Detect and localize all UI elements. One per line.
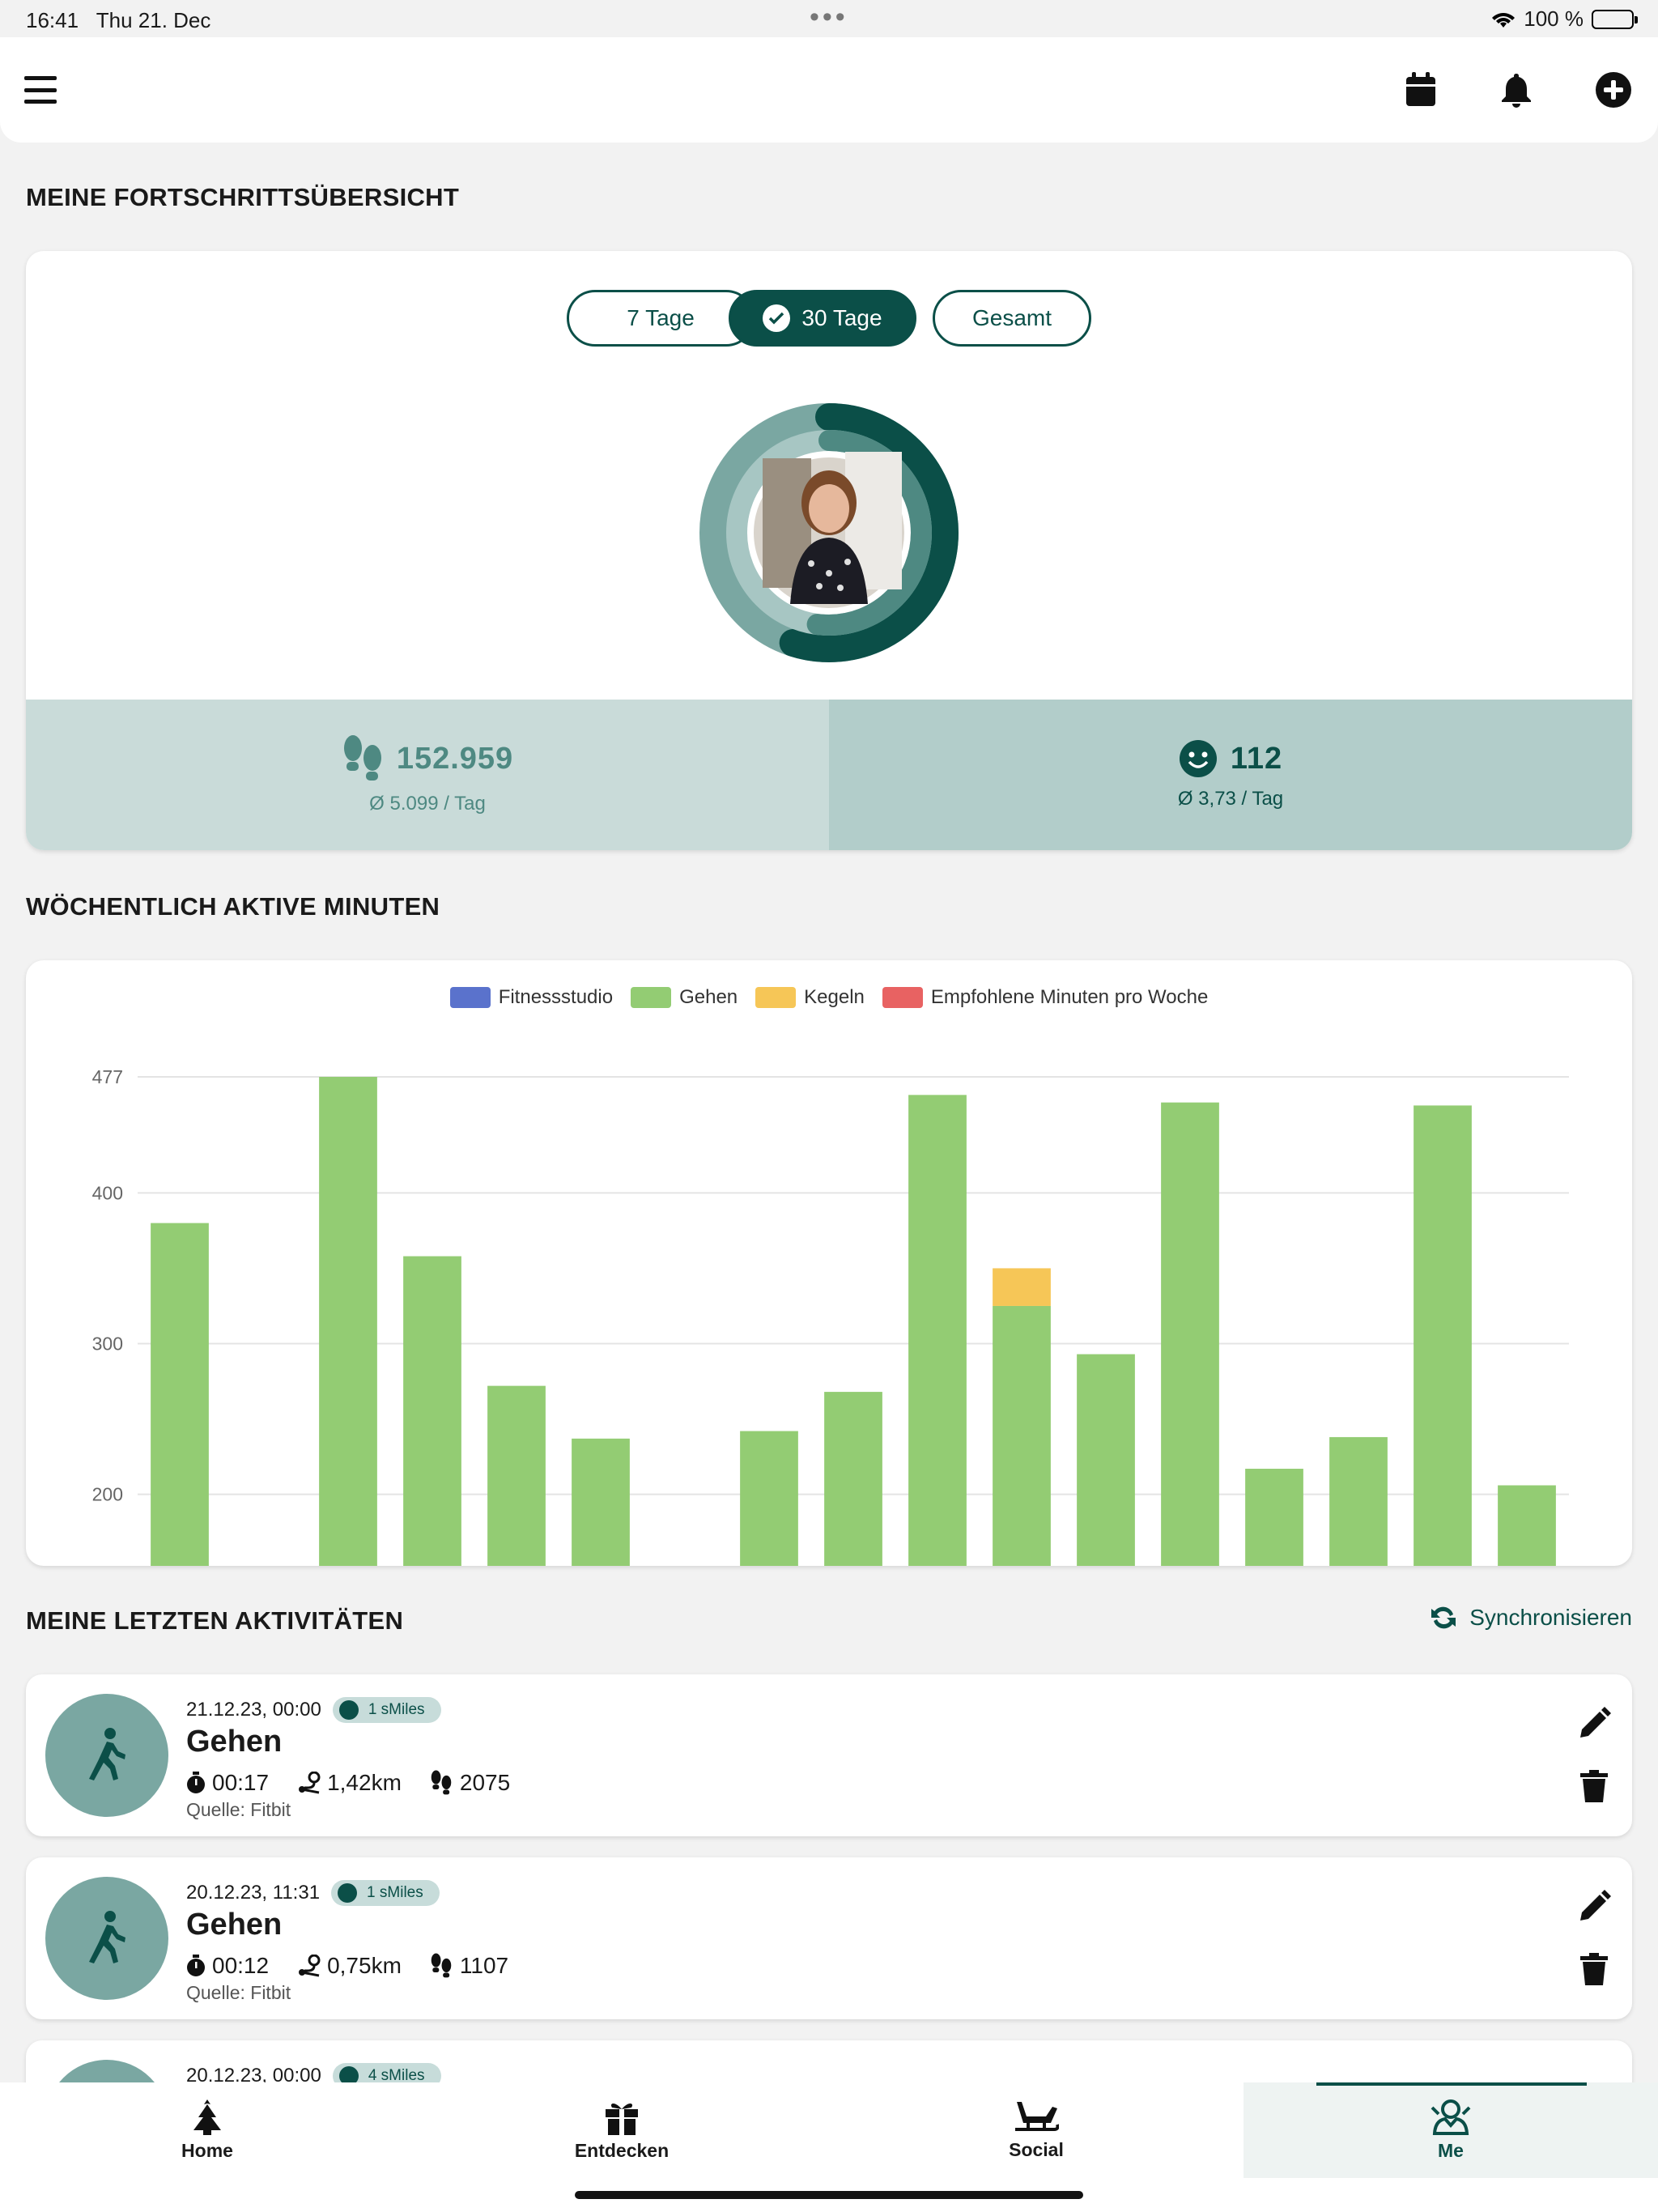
check-icon bbox=[763, 304, 791, 332]
multitask-dots-icon[interactable]: ••• bbox=[810, 2, 848, 32]
activity-duration: 00:17 bbox=[212, 1770, 270, 1795]
calendar-icon[interactable] bbox=[1399, 68, 1443, 112]
edit-pencil-icon[interactable] bbox=[1577, 1890, 1611, 1924]
bottom-navigation: Home Entdecken Social Me bbox=[0, 2082, 1658, 2212]
activity-source: Quelle: Fitbit bbox=[186, 1982, 291, 2003]
activity-title: Gehen bbox=[186, 1908, 283, 1942]
bar-gehen bbox=[824, 1392, 882, 1566]
smiley-icon bbox=[338, 1883, 358, 1903]
gift-icon bbox=[606, 2103, 638, 2135]
activity-date: 21.12.23, 00:00 bbox=[186, 1699, 321, 1721]
y-tick-label: 400 bbox=[92, 1182, 123, 1203]
bar-gehen bbox=[740, 1431, 798, 1566]
walking-icon bbox=[45, 1694, 168, 1817]
bar-gehen bbox=[1161, 1102, 1219, 1566]
smiles-stat: 112 Ø 3,73 / Tag bbox=[829, 700, 1632, 850]
trash-icon[interactable] bbox=[1580, 1953, 1608, 1985]
bar-gehen bbox=[993, 1305, 1051, 1566]
activity-distance: 0,75km bbox=[327, 1953, 402, 1978]
nav-active-indicator bbox=[1316, 2082, 1587, 2086]
avatar bbox=[754, 452, 904, 608]
y-tick-label: 477 bbox=[92, 1066, 123, 1087]
plus-circle-icon[interactable] bbox=[1592, 68, 1635, 112]
activity-item[interactable]: 21.12.23, 00:00 1 sMiles Gehen 00:17 1,42… bbox=[26, 1674, 1632, 1836]
nav-item-entdecken[interactable]: Entdecken bbox=[414, 2082, 829, 2178]
bar-gehen bbox=[1245, 1469, 1303, 1566]
y-tick-label: 300 bbox=[92, 1334, 123, 1355]
stopwatch-icon bbox=[187, 1955, 205, 1976]
weekly-chart-card: Fitnessstudio Gehen Kegeln Empfohlene Mi… bbox=[26, 960, 1632, 1566]
footprints-icon bbox=[431, 1953, 452, 1978]
trash-icon[interactable] bbox=[1580, 1770, 1608, 1802]
hamburger-icon[interactable] bbox=[24, 76, 57, 104]
bar-gehen bbox=[1329, 1436, 1388, 1566]
activity-steps: 1107 bbox=[459, 1953, 509, 1978]
bar-gehen bbox=[1498, 1485, 1556, 1566]
bar-gehen bbox=[572, 1438, 630, 1566]
app-bar bbox=[0, 37, 1658, 143]
activity-duration: 00:12 bbox=[212, 1953, 270, 1978]
nav-item-social[interactable]: Social bbox=[829, 2082, 1244, 2178]
tab-30-tage[interactable]: 30 Tage bbox=[729, 290, 916, 347]
smiley-icon bbox=[338, 1700, 359, 1720]
steps-stat: 152.959 Ø 5.099 / Tag bbox=[26, 700, 829, 850]
sync-icon bbox=[1431, 1606, 1456, 1629]
walking-icon bbox=[45, 1877, 168, 2000]
legend-item-kegeln[interactable]: Kegeln bbox=[755, 986, 865, 1009]
edit-pencil-icon[interactable] bbox=[1577, 1707, 1611, 1741]
sleigh-icon bbox=[1015, 2101, 1059, 2131]
home-indicator bbox=[575, 2191, 1083, 2199]
bar-gehen bbox=[403, 1256, 461, 1566]
activity-source: Quelle: Fitbit bbox=[186, 1799, 291, 1820]
wifi-icon bbox=[1492, 12, 1516, 28]
smiles-badge: 1 sMiles bbox=[332, 1697, 441, 1723]
bar-gehen bbox=[487, 1385, 546, 1566]
activity-distance: 1,42km bbox=[327, 1770, 402, 1795]
bell-icon[interactable] bbox=[1494, 68, 1538, 112]
smiley-icon bbox=[1179, 740, 1217, 777]
smiles-average: Ø 3,73 / Tag bbox=[1177, 788, 1284, 810]
bar-gehen bbox=[319, 1077, 377, 1566]
route-icon bbox=[299, 1955, 321, 1977]
route-icon bbox=[299, 1772, 321, 1794]
tab-gesamt[interactable]: Gesamt bbox=[933, 290, 1091, 347]
tab-7-tage[interactable]: 7 Tage bbox=[567, 290, 755, 347]
footprints-icon bbox=[343, 735, 381, 781]
activity-date: 20.12.23, 11:31 bbox=[186, 1882, 321, 1904]
smiles-badge: 1 sMiles bbox=[331, 1880, 440, 1906]
chart-legend: Fitnessstudio Gehen Kegeln Empfohlene Mi… bbox=[26, 986, 1632, 1009]
steps-average: Ø 5.099 / Tag bbox=[369, 793, 486, 815]
home-tree-icon bbox=[193, 2099, 221, 2135]
bar-gehen bbox=[1077, 1354, 1135, 1566]
activity-title: Gehen bbox=[186, 1725, 283, 1759]
legend-item-empfohlen[interactable]: Empfohlene Minuten pro Woche bbox=[882, 986, 1208, 1009]
progress-ring bbox=[699, 403, 959, 662]
status-bar: 16:41 Thu 21. Dec ••• 100 % bbox=[0, 0, 1658, 37]
y-tick-label: 200 bbox=[92, 1484, 123, 1505]
progress-section-title: MEINE FORTSCHRITTSÜBERSICHT bbox=[26, 183, 460, 211]
activity-item[interactable]: 20.12.23, 11:31 1 sMiles Gehen 00:12 0,75… bbox=[26, 1857, 1632, 2019]
legend-item-gehen[interactable]: Gehen bbox=[631, 986, 738, 1009]
footprints-icon bbox=[431, 1770, 452, 1795]
battery-label: 100 % bbox=[1524, 6, 1584, 31]
sync-button[interactable]: Synchronisieren bbox=[1429, 1603, 1632, 1632]
progress-card: 7 Tage 30 Tage Gesamt 152.959 Ø 5.099 / … bbox=[26, 251, 1632, 850]
bar-gehen bbox=[1414, 1105, 1472, 1566]
activities-section-title: MEINE LETZTEN AKTIVITÄTEN bbox=[26, 1606, 404, 1635]
nav-item-me[interactable]: Me bbox=[1244, 2082, 1658, 2178]
battery-icon bbox=[1592, 9, 1638, 29]
nav-item-home[interactable]: Home bbox=[0, 2082, 414, 2178]
weekly-bar-chart: 0100200300400477KW 35KW 36KW 37KW 38KW 3… bbox=[92, 1066, 1569, 1566]
person-icon bbox=[1431, 2099, 1471, 2135]
stopwatch-icon bbox=[187, 1772, 205, 1793]
bar-gehen bbox=[151, 1223, 209, 1566]
legend-item-fitnessstudio[interactable]: Fitnessstudio bbox=[449, 986, 613, 1009]
bar-kegeln bbox=[993, 1268, 1051, 1306]
activity-steps: 2075 bbox=[459, 1770, 511, 1795]
status-time: 16:41 Thu 21. Dec bbox=[26, 8, 211, 32]
bar-gehen bbox=[908, 1095, 967, 1566]
weekly-section-title: WÖCHENTLICH AKTIVE MINUTEN bbox=[26, 892, 440, 921]
